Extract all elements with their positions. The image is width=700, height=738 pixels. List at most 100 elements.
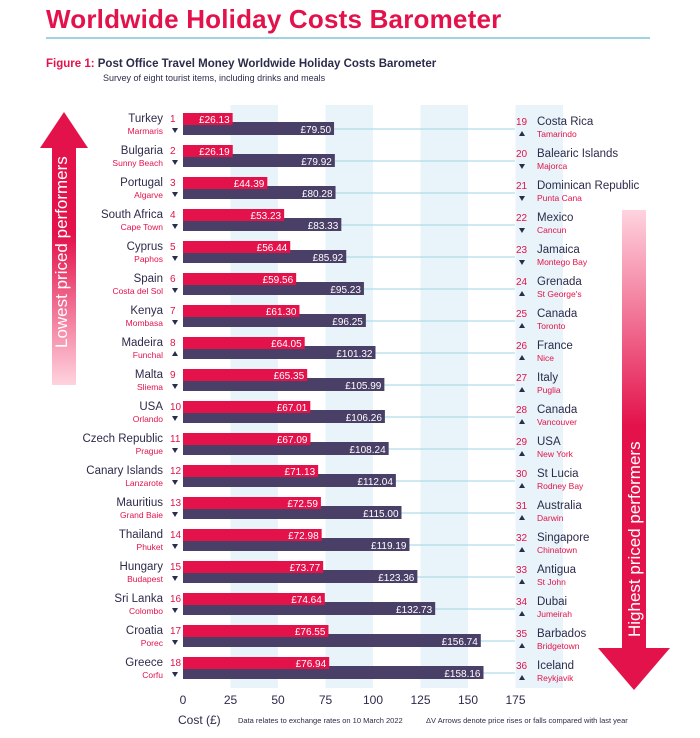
bar-high [183, 442, 389, 455]
trend-down-icon [172, 448, 178, 453]
left-rank-label: 15 [170, 562, 182, 573]
bar-high-value: £79.50 [300, 125, 331, 136]
trend-up-icon [519, 483, 525, 488]
left-city-label: Grand Baie [120, 510, 163, 520]
bar-low-value: £71.13 [285, 467, 316, 478]
left-rank-label: 7 [170, 306, 176, 317]
right-country-label: Costa Rica [537, 116, 594, 128]
left-country-label: Turkey [128, 113, 163, 125]
bar-low [183, 305, 300, 317]
figure-subtitle: Survey of eight tourist items, including… [103, 73, 326, 83]
trend-down-icon [172, 192, 178, 197]
right-country-label: Australia [537, 500, 582, 512]
right-city-label: Reykjavik [537, 673, 574, 683]
left-city-label: Colombo [129, 606, 163, 616]
trend-down-icon [172, 576, 178, 581]
left-rank-label: 18 [170, 658, 182, 669]
right-city-label: Vancouver [537, 417, 577, 427]
left-country-label: Mauritius [116, 497, 163, 509]
trend-down-icon [172, 288, 178, 293]
bar-high-value: £85.92 [313, 253, 344, 264]
bar-high-value: £119.19 [371, 541, 407, 552]
right-country-label: Grenada [537, 276, 582, 288]
left-city-label: Sliema [137, 382, 163, 392]
bar-low [183, 657, 330, 669]
trend-up-icon [519, 515, 525, 520]
bar-low [183, 337, 305, 349]
left-city-label: Corfu [142, 670, 163, 680]
left-city-label: Porec [141, 638, 164, 648]
bar-high-value: £101.32 [336, 349, 373, 360]
trend-down-icon [172, 128, 178, 133]
left-rank-label: 5 [170, 242, 176, 253]
trend-down-icon [519, 228, 525, 233]
bar-high [183, 538, 410, 551]
arrow-note-text: Arrows denote price rises or falls compa… [437, 716, 628, 725]
left-country-label: Kenya [130, 305, 163, 317]
trend-up-icon [519, 611, 525, 616]
background-band [420, 105, 468, 688]
right-country-label: Balearic Islands [537, 148, 618, 160]
trend-up-icon [172, 351, 178, 356]
x-tick-label: 50 [271, 693, 285, 707]
right-city-label: St John [537, 577, 566, 587]
left-rank-label: 14 [170, 530, 182, 541]
right-country-label: St Lucia [537, 468, 579, 480]
bar-low [183, 145, 233, 157]
left-country-label: Greece [125, 657, 163, 669]
bar-low [183, 369, 308, 381]
trend-down-icon [172, 480, 178, 485]
trend-down-icon [519, 260, 525, 265]
highest-priced-arrow [598, 210, 670, 690]
trend-up-icon [519, 675, 525, 680]
right-city-label: Chinatown [537, 545, 577, 555]
trend-up-icon [519, 579, 525, 584]
bar-low-value: £67.01 [277, 403, 308, 414]
bar-high-value: £108.24 [349, 445, 386, 456]
bar-low-value: £53.23 [251, 211, 282, 222]
bar-high [183, 602, 436, 615]
left-country-label: USA [139, 401, 163, 413]
trend-down-icon [172, 640, 178, 645]
right-country-label: Jamaica [537, 244, 580, 256]
bar-low-value: £56.44 [257, 243, 288, 254]
right-city-label: Rodney Bay [537, 481, 584, 491]
left-country-label: Spain [134, 273, 163, 285]
right-rank-label: 20 [516, 149, 528, 160]
left-country-label: Czech Republic [82, 433, 163, 445]
left-rank-label: 3 [170, 178, 176, 189]
left-country-label: Croatia [126, 625, 164, 637]
trend-down-icon [172, 320, 178, 325]
left-country-label: Portugal [120, 177, 163, 189]
right-city-label: Nice [537, 353, 554, 363]
left-rank-label: 8 [170, 338, 176, 349]
highest-priced-label: Highest priced performers [625, 441, 644, 637]
left-rank-label: 4 [170, 210, 176, 221]
x-tick-label: 100 [363, 693, 383, 707]
left-city-label: Costa del Sol [112, 286, 163, 296]
bar-high [183, 378, 385, 391]
bar-high [183, 218, 342, 231]
trend-down-icon [172, 384, 178, 389]
left-rank-label: 10 [170, 402, 182, 413]
right-city-label: Toronto [537, 321, 566, 331]
background-band [325, 105, 373, 688]
bar-low [183, 593, 325, 605]
bar-low [183, 273, 297, 285]
bar-low [183, 561, 324, 573]
left-country-label: Madeira [121, 337, 163, 349]
bar-high-value: £158.16 [444, 669, 481, 680]
right-rank-label: 28 [516, 405, 528, 416]
left-rank-label: 12 [170, 466, 182, 477]
trend-up-icon [519, 291, 525, 296]
x-tick-label: 150 [458, 693, 478, 707]
right-rank-label: 19 [516, 117, 528, 128]
trend-down-icon [172, 160, 178, 165]
background-band [230, 105, 278, 688]
figure-caption: Figure 1: Post Office Travel Money World… [46, 58, 436, 70]
bar-high-value: £123.36 [378, 573, 415, 584]
bar-low [183, 209, 285, 221]
figure-title: Post Office Travel Money Worldwide Holid… [97, 58, 437, 70]
left-city-label: Sunny Beach [112, 158, 163, 168]
bar-low-value: £74.64 [291, 595, 322, 606]
